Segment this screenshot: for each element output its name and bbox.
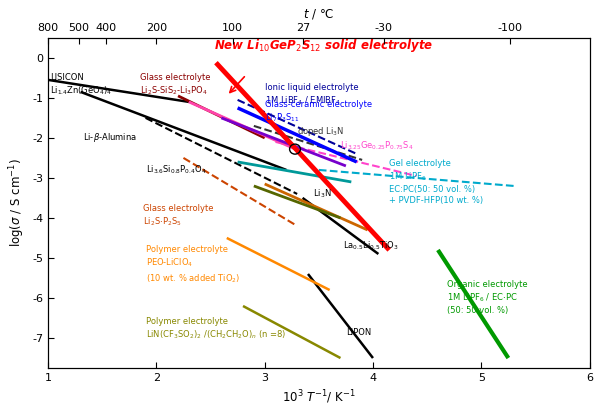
Text: Gel electrolyte
1M LiPF$_6$
EC:PC(50: 50 vol. %)
+ PVDF-HFP(10 wt. %): Gel electrolyte 1M LiPF$_6$ EC:PC(50: 50… — [389, 159, 484, 205]
Text: New Li$_{10}$GeP$_2$S$_{12}$ solid electrolyte: New Li$_{10}$GeP$_2$S$_{12}$ solid elect… — [214, 37, 434, 55]
Text: Li$_{3.25}$Ge$_{0.25}$P$_{0.75}$S$_4$: Li$_{3.25}$Ge$_{0.25}$P$_{0.75}$S$_4$ — [340, 140, 414, 152]
Text: Glass-ceramic electrolyte
Li$_7$P$_3$S$_{11}$: Glass-ceramic electrolyte Li$_7$P$_3$S$_… — [265, 100, 372, 124]
Text: Glass electrolyte
Li$_2$S$\cdot$P$_2$S$_5$: Glass electrolyte Li$_2$S$\cdot$P$_2$S$_… — [143, 204, 214, 228]
Text: Organic electrolyte
1M LiPF$_6$ / EC$\cdot$PC
(50: 50 vol. %): Organic electrolyte 1M LiPF$_6$ / EC$\cd… — [446, 280, 527, 315]
X-axis label: $t$ / °C: $t$ / °C — [303, 7, 335, 21]
Text: Li$_{3.6}$Si$_{0.8}$P$_{0.4}$O$_4$: Li$_{3.6}$Si$_{0.8}$P$_{0.4}$O$_4$ — [146, 164, 206, 176]
Text: LISICON
Li$_{1.4}$Zn(GeO$_4$)$_4$: LISICON Li$_{1.4}$Zn(GeO$_4$)$_4$ — [50, 73, 112, 97]
Text: doped Li$_3$N: doped Li$_3$N — [297, 125, 344, 138]
Text: LIPON: LIPON — [346, 328, 371, 337]
Text: Polymer electrolyte
LiN(CF$_3$SO$_2$)$_2$ /(CH$_2$CH$_2$O)$_n$ (n =8): Polymer electrolyte LiN(CF$_3$SO$_2$)$_2… — [146, 317, 286, 342]
Text: Li$_3$N: Li$_3$N — [313, 188, 332, 200]
Y-axis label: log($\sigma$ / S cm$^{-1}$): log($\sigma$ / S cm$^{-1}$) — [7, 159, 26, 247]
Text: La$_{0.5}$Li$_{0.5}$TiO$_3$: La$_{0.5}$Li$_{0.5}$TiO$_3$ — [343, 240, 398, 252]
Text: Li-$\beta$-Alumina: Li-$\beta$-Alumina — [83, 131, 137, 144]
Text: Glass electrolyte
Li$_2$S-SiS$_2$-Li$_3$PO$_4$: Glass electrolyte Li$_2$S-SiS$_2$-Li$_3$… — [140, 73, 211, 97]
Text: Ionic liquid electrolyte
1M LiBF$_4$ / EMIBF$_4$: Ionic liquid electrolyte 1M LiBF$_4$ / E… — [265, 83, 358, 107]
Text: Polymer electrolyte
PEO-LiClO$_4$
(10 wt. % added TiO$_2$): Polymer electrolyte PEO-LiClO$_4$ (10 wt… — [146, 245, 240, 285]
X-axis label: 10$^3$ $T^{-1}$/ K$^{-1}$: 10$^3$ $T^{-1}$/ K$^{-1}$ — [282, 389, 356, 406]
